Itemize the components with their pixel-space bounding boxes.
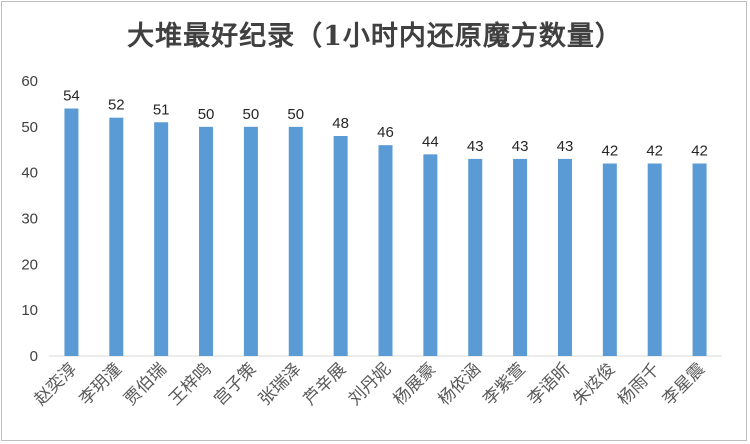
data-label: 42	[691, 143, 708, 160]
category-label: 赵奕淳	[31, 359, 81, 409]
category-label: 李语昕	[524, 359, 574, 409]
bar	[557, 158, 572, 356]
category-label: 李紫萱	[479, 359, 529, 409]
bar	[64, 108, 79, 356]
y-tick-label: 10	[21, 302, 38, 319]
data-label: 43	[467, 138, 484, 155]
bar	[243, 126, 258, 356]
y-tick-label: 30	[21, 211, 38, 228]
bar	[154, 122, 169, 356]
data-label: 51	[153, 101, 170, 118]
category-label: 贾伯瑞	[120, 359, 170, 409]
data-label: 52	[108, 97, 125, 114]
bar	[333, 136, 348, 356]
category-label: 杨展豪	[389, 359, 440, 410]
data-label: 48	[332, 115, 349, 132]
data-label: 43	[512, 138, 529, 155]
bar	[513, 158, 528, 356]
data-label: 50	[287, 106, 304, 123]
data-label: 50	[198, 106, 215, 123]
data-label: 42	[601, 143, 618, 160]
bar	[468, 158, 483, 356]
category-label: 芦辛展	[300, 359, 350, 409]
bar	[423, 154, 438, 356]
bar	[288, 126, 303, 356]
data-label: 44	[422, 133, 439, 150]
y-tick-label: 50	[21, 119, 38, 136]
category-label: 李玥潼	[76, 359, 126, 409]
y-tick-label: 40	[21, 165, 38, 182]
data-label: 46	[377, 124, 394, 141]
y-tick-label: 20	[21, 256, 38, 273]
bar	[602, 163, 617, 356]
data-label: 54	[63, 88, 80, 105]
bar	[199, 126, 214, 356]
category-label: 张瑞泽	[255, 359, 305, 409]
category-label: 李星震	[659, 359, 709, 409]
bar	[378, 145, 393, 356]
bar	[109, 117, 124, 357]
chart-title: 大堆最好纪录（1小时内还原魔方数量）	[127, 21, 623, 52]
y-tick-label: 0	[30, 348, 38, 365]
y-tick-label: 60	[21, 73, 38, 90]
data-label: 42	[646, 143, 663, 160]
category-label: 王梓鸣	[165, 359, 215, 409]
bar	[692, 163, 707, 356]
data-label: 50	[243, 106, 260, 123]
category-label: 刘丹妮	[345, 359, 395, 409]
bar	[647, 163, 662, 356]
category-label: 杨依涵	[435, 359, 485, 409]
category-label: 朱炫俊	[569, 359, 619, 409]
category-label: 杨雨千	[614, 359, 664, 409]
data-label: 43	[557, 138, 574, 155]
category-label: 宫子策	[210, 359, 260, 409]
